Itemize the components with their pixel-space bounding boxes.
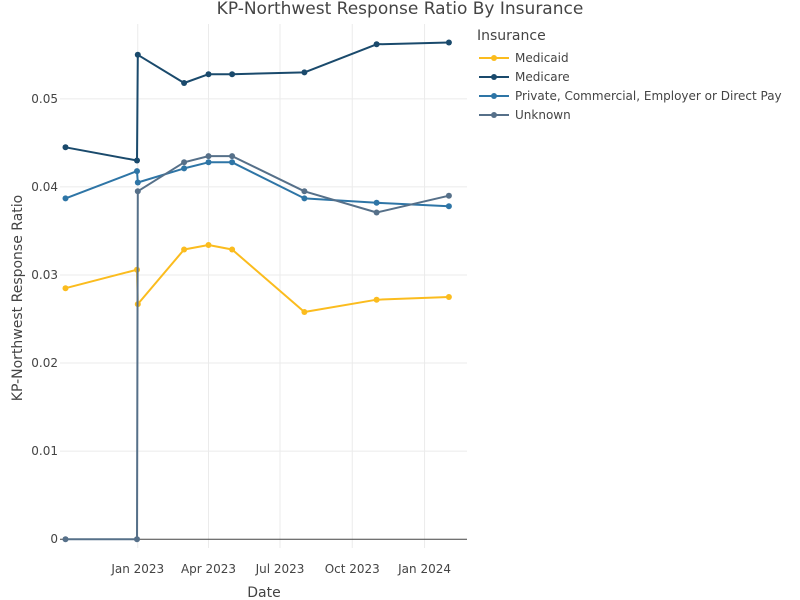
legend-label: Medicaid: [515, 50, 569, 65]
data-point[interactable]: [134, 168, 140, 175]
data-point[interactable]: [181, 165, 188, 172]
y-tick-label: 0.04: [31, 180, 58, 194]
x-tick-label: Jan 2024: [397, 562, 451, 576]
data-point[interactable]: [181, 159, 188, 166]
x-tick-label: Jul 2023: [255, 562, 305, 576]
y-tick-label: 0: [50, 532, 58, 546]
data-point[interactable]: [445, 203, 452, 210]
data-point[interactable]: [229, 246, 236, 253]
data-point[interactable]: [301, 188, 308, 195]
legend-label: Unknown: [515, 107, 571, 122]
legend-title: Insurance: [477, 28, 546, 44]
data-point[interactable]: [134, 179, 141, 186]
data-point[interactable]: [134, 157, 140, 164]
data-point[interactable]: [445, 39, 452, 46]
data-point[interactable]: [181, 246, 188, 253]
data-point[interactable]: [205, 71, 212, 78]
data-point[interactable]: [229, 159, 236, 166]
series-line: [65, 155, 450, 541]
legend-swatch-icon: [477, 53, 511, 63]
x-tick-label: Apr 2023: [181, 562, 236, 576]
series-line: [65, 41, 449, 162]
legend-swatch-icon: [477, 91, 511, 101]
legend-swatch-icon: [477, 110, 511, 120]
x-axis-title: Date: [247, 585, 280, 600]
data-point[interactable]: [205, 242, 212, 248]
data-point[interactable]: [62, 285, 69, 292]
legend-item[interactable]: Private, Commercial, Employer or Direct …: [477, 86, 782, 105]
data-point[interactable]: [62, 144, 69, 151]
data-point[interactable]: [445, 294, 452, 300]
grid: [60, 24, 467, 548]
data-point[interactable]: [134, 51, 141, 58]
data-point[interactable]: [134, 188, 141, 195]
data-point[interactable]: [445, 192, 452, 199]
y-tick-label: 0.02: [31, 356, 58, 370]
legend-items: Medicaid Medicare Private, Commercial, Emp…: [477, 48, 782, 124]
y-tick-label: 0.05: [31, 92, 58, 106]
legend-label: Private, Commercial, Employer or Direct …: [515, 88, 782, 103]
series-line: [65, 244, 449, 313]
data-point[interactable]: [373, 41, 380, 48]
data-point[interactable]: [229, 71, 236, 78]
series-medicaid: [62, 242, 452, 315]
legend-item[interactable]: Unknown: [477, 105, 782, 124]
data-point[interactable]: [205, 153, 212, 160]
data-point[interactable]: [181, 80, 188, 86]
y-tick-label: 0.01: [31, 444, 58, 458]
chart-title: KP-Northwest Response Ratio By Insurance: [217, 0, 584, 19]
data-point[interactable]: [134, 536, 140, 543]
series-medicare: [62, 39, 452, 164]
data-point[interactable]: [62, 195, 69, 202]
legend-item[interactable]: Medicare: [477, 67, 782, 86]
data-point[interactable]: [373, 199, 380, 206]
data-point[interactable]: [301, 309, 308, 315]
legend: Insurance Medicaid Medicare Private, Comme…: [477, 28, 782, 124]
series-unknown: [62, 153, 452, 543]
legend-label: Medicare: [515, 69, 570, 84]
data-point[interactable]: [229, 153, 236, 160]
y-axis-title: KP-Northwest Response Ratio: [10, 195, 26, 401]
x-tick-label: Jan 2023: [110, 562, 164, 576]
series-layer: [62, 39, 452, 543]
data-point[interactable]: [62, 536, 69, 543]
x-tick-label: Oct 2023: [325, 562, 380, 576]
data-point[interactable]: [373, 296, 380, 303]
data-point[interactable]: [301, 69, 308, 76]
y-tick-label: 0.03: [31, 268, 58, 282]
data-point[interactable]: [301, 195, 308, 202]
data-point[interactable]: [205, 159, 212, 166]
series-private-commercial-employer-or-direct-pay: [62, 159, 452, 210]
legend-swatch-icon: [477, 72, 511, 82]
legend-item[interactable]: Medicaid: [477, 48, 782, 67]
data-point[interactable]: [373, 209, 380, 216]
